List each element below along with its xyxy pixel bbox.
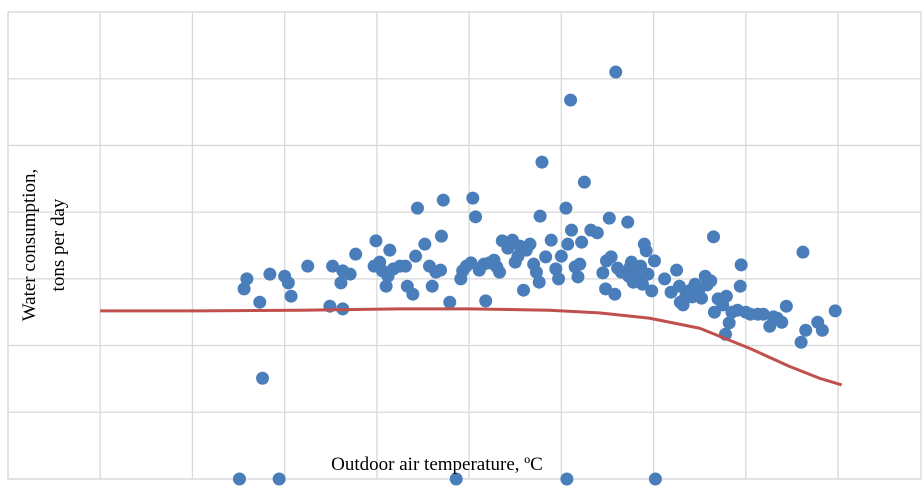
- scatter-point: [237, 282, 251, 296]
- trend-line: [100, 307, 843, 387]
- scatter-point: [647, 254, 661, 268]
- scatter-point: [604, 250, 618, 264]
- scatter-point: [602, 211, 616, 225]
- scatter-point: [469, 210, 483, 224]
- scatter-point: [535, 155, 549, 169]
- scatter-point: [641, 267, 655, 281]
- scatter-point: [609, 65, 623, 79]
- scatter-point: [564, 93, 578, 107]
- scatter-point: [517, 283, 531, 297]
- scatter-point: [815, 323, 829, 337]
- scatter-point: [719, 289, 733, 303]
- scatter-point: [410, 201, 424, 215]
- labels: Outdoor air temperature, ºC Water consum…: [19, 169, 543, 475]
- scatter-point: [722, 316, 736, 330]
- scatter-point: [240, 272, 254, 286]
- scatter-point: [379, 279, 393, 293]
- scatter-point: [560, 472, 574, 486]
- scatter-point: [734, 258, 748, 272]
- scatter-point: [573, 257, 587, 271]
- scatter-point: [672, 279, 686, 293]
- scatter-point: [406, 287, 420, 301]
- scatter-point: [326, 259, 340, 273]
- y-axis-title: Water consumption,: [19, 169, 40, 322]
- scatter-point: [272, 472, 286, 486]
- scatter-point: [253, 295, 267, 309]
- scatter-point: [799, 323, 813, 337]
- scatter-point: [621, 215, 635, 229]
- scatter-point: [554, 249, 568, 263]
- scatter-point: [648, 472, 662, 486]
- scatter-point: [425, 279, 439, 293]
- scatter-point: [704, 274, 718, 288]
- scatter-point: [564, 223, 578, 237]
- scatter-point: [775, 315, 789, 329]
- scatter-point: [559, 201, 573, 215]
- scatter-point: [733, 279, 747, 293]
- scatter-point: [552, 272, 566, 286]
- scatter-point: [596, 266, 610, 280]
- scatter-point: [301, 259, 315, 273]
- scatter-point: [349, 247, 363, 261]
- scatter-point: [828, 304, 842, 318]
- x-axis-title: Outdoor air temperature, ºC: [331, 454, 543, 475]
- scatter-point: [436, 193, 450, 207]
- scatter-point: [658, 272, 672, 286]
- scatter-point: [639, 244, 653, 258]
- scatter-point: [383, 243, 397, 257]
- scatter-point: [571, 270, 585, 284]
- scatter-point: [479, 294, 493, 308]
- scatter-point: [544, 233, 558, 247]
- scatter-point: [575, 235, 589, 249]
- scatter-point: [434, 263, 448, 277]
- scatter-point: [284, 289, 298, 303]
- scatter-point: [608, 287, 622, 301]
- scatter-point: [398, 259, 412, 273]
- scatter-point: [523, 237, 537, 251]
- scatter-point: [334, 276, 348, 290]
- scatter-point: [539, 250, 553, 264]
- scatter-point: [369, 234, 383, 248]
- scatter-point: [549, 262, 563, 276]
- scatter-point: [756, 307, 770, 321]
- scatter-point: [670, 263, 684, 277]
- scatter-point: [590, 226, 604, 240]
- scatter-point: [796, 245, 810, 259]
- scatter-point: [707, 230, 720, 244]
- scatter-point: [443, 295, 457, 309]
- scatter-point: [779, 299, 793, 313]
- plot-frame: [7, 11, 922, 480]
- scatter-point: [695, 291, 709, 305]
- scatter-point: [532, 275, 546, 289]
- scatter-point: [794, 335, 808, 349]
- scatter-point: [533, 209, 547, 223]
- scatter-point: [635, 277, 649, 291]
- marks: [100, 65, 843, 486]
- scatter-point: [645, 284, 659, 298]
- scatter-point: [409, 249, 423, 263]
- y-axis-title: tons per day: [48, 198, 69, 291]
- scatter-point: [529, 265, 543, 279]
- scatter-point: [256, 371, 270, 385]
- scatter-point: [493, 265, 507, 279]
- scatter-point: [418, 237, 432, 251]
- scatter-point: [577, 175, 591, 189]
- scatter-point: [434, 229, 448, 243]
- scatter-point: [263, 267, 277, 281]
- scatter-point: [466, 191, 480, 205]
- scatter-point: [232, 472, 246, 486]
- scatter-point: [449, 472, 463, 486]
- scatter-point: [281, 276, 295, 290]
- scatter-point: [343, 267, 357, 281]
- scatter-point: [561, 237, 575, 251]
